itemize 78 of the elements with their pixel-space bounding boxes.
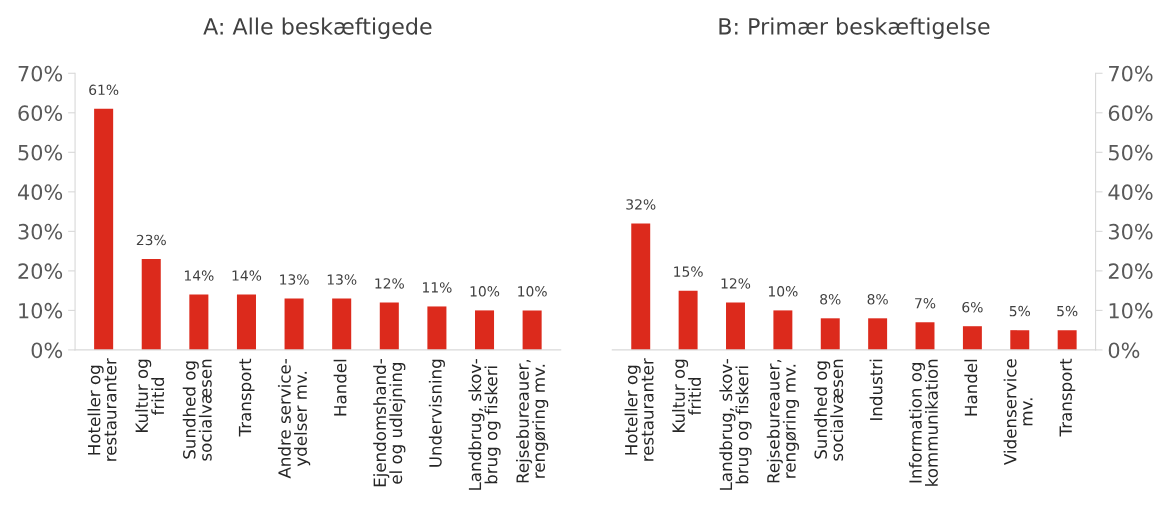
bar <box>522 310 542 350</box>
bar <box>141 259 161 350</box>
data-label: 8% <box>820 294 841 305</box>
data-label: 10% <box>518 286 547 297</box>
data-label: 10% <box>470 286 500 297</box>
y2-tick-label: 30% <box>1108 223 1153 240</box>
bar <box>1010 330 1030 350</box>
x-tick-label: Kultur og fritid <box>671 359 702 432</box>
x-tick-label: Videnservice mv. <box>1003 359 1033 465</box>
y2-tick-label: 70% <box>1109 65 1153 82</box>
data-label: 13% <box>280 274 309 285</box>
bar <box>427 306 447 350</box>
x-tick-label: Hoteller og restauranter <box>87 358 117 461</box>
y2-tick-label: 60% <box>1108 105 1153 122</box>
bar <box>236 294 256 350</box>
bar <box>94 108 114 350</box>
data-label: 12% <box>721 278 751 289</box>
data-label: 61% <box>89 84 119 96</box>
data-label: 6% <box>962 301 983 313</box>
x-tick-label: Rejsebureauer, rengøring mv. <box>516 359 549 483</box>
y2-tick-label: 50% <box>1109 144 1153 161</box>
x-tick-label: Sundhed og socialvæsen <box>182 359 212 461</box>
y-tick-label: 20% <box>18 263 63 280</box>
y-tick-label: 0% <box>31 342 63 359</box>
data-label: 5% <box>1009 305 1031 317</box>
data-label: 32% <box>626 199 656 210</box>
data-label: 5% <box>1057 305 1078 317</box>
x-tick-label: Undervisning <box>428 359 445 467</box>
data-label: 14% <box>184 270 214 281</box>
y2-tick-label: 10% <box>1109 302 1153 319</box>
bar <box>475 310 495 350</box>
x-tick-label: Handel <box>964 359 978 416</box>
bar <box>284 298 304 350</box>
data-label: 12% <box>375 278 404 289</box>
bar <box>379 302 399 350</box>
y-tick-label: 10% <box>19 302 63 319</box>
y2-tick-label: 0% <box>1108 342 1140 359</box>
y-tick-label: 40% <box>17 184 63 201</box>
data-label: 8% <box>867 294 888 305</box>
data-label: 15% <box>674 266 703 277</box>
bar <box>820 318 840 350</box>
bar <box>631 223 651 350</box>
data-label: 10% <box>768 286 798 297</box>
x-tick-label: Landbrug, skov- brug og fiskeri <box>468 359 501 490</box>
data-label: 14% <box>232 270 262 281</box>
x-tick-label: Kultur og fritid <box>135 359 165 432</box>
x-tick-label: Information og kommunikation <box>908 359 938 486</box>
x-tick-label: Transport <box>1059 358 1076 437</box>
x-tick-label: Andre service- ydelser mv. <box>277 359 311 479</box>
bar <box>868 318 888 350</box>
bar <box>773 310 793 350</box>
data-label: 13% <box>327 274 357 285</box>
bar <box>726 302 745 350</box>
x-tick-label: Landbrug, skov- brug og fiskeri <box>719 359 752 490</box>
bar <box>1057 330 1077 350</box>
y-tick-label: 30% <box>18 223 63 240</box>
data-label: 7% <box>915 297 936 309</box>
x-tick-label: Ejendomshand- el og udlejning <box>373 359 406 487</box>
y-tick-label: 60% <box>18 105 63 122</box>
bar <box>678 290 698 350</box>
x-tick-label: Transport <box>238 358 255 437</box>
y-tick-label: 50% <box>18 144 63 161</box>
y2-tick-label: 20% <box>1108 263 1153 280</box>
bar <box>962 326 982 350</box>
y2-tick-label: 40% <box>1108 184 1153 201</box>
x-tick-label: Handel <box>333 359 347 416</box>
x-tick-label: Industri <box>869 359 883 420</box>
x-tick-label: Rejsebureauer, rengøring mv. <box>766 359 799 483</box>
x-tick-label: Sundhed og socialvæsen <box>814 359 844 461</box>
chart-title: B: Primær beskæftigelse <box>719 17 990 40</box>
data-label: 11% <box>423 282 452 293</box>
bar <box>332 298 352 350</box>
data-label: 23% <box>136 234 166 246</box>
chart-title: A: Alle beskæftigede <box>203 17 432 40</box>
bar <box>189 294 209 350</box>
bar <box>915 322 935 350</box>
y-tick-label: 70% <box>18 65 63 82</box>
x-tick-label: Hoteller og restauranter <box>624 358 654 461</box>
